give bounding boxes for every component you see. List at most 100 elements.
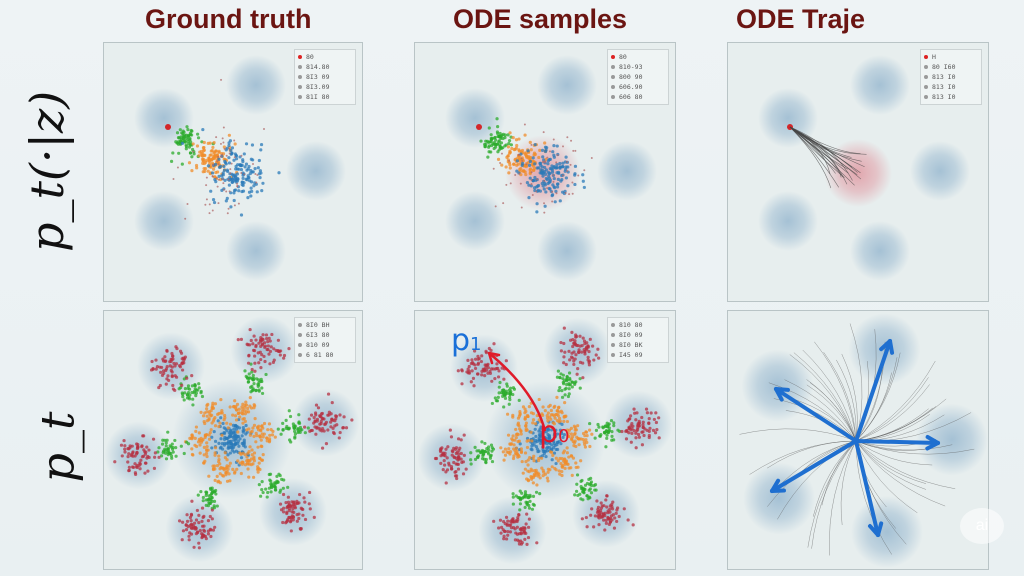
red-sample	[439, 461, 443, 465]
green-sample	[567, 392, 571, 396]
orange-sample	[204, 451, 209, 456]
orange-sample	[231, 467, 235, 472]
red-sample	[209, 528, 213, 532]
orange-sample	[225, 458, 229, 462]
red-sample	[248, 327, 252, 332]
blue-sample	[555, 144, 559, 148]
green-sample	[560, 389, 564, 393]
red-sample	[281, 492, 286, 497]
green-sample	[185, 393, 190, 397]
green-sample	[588, 421, 592, 426]
blue-sample	[546, 162, 550, 166]
orange-sample	[273, 435, 277, 439]
red-sample	[282, 356, 286, 360]
trajectory-line	[855, 440, 975, 455]
red-sample	[472, 384, 476, 388]
red-sample	[154, 358, 158, 362]
blue-sample	[206, 164, 211, 168]
red-sample	[308, 507, 312, 511]
red-sample	[502, 202, 505, 205]
red-sample	[473, 349, 477, 353]
red-sample	[257, 341, 261, 345]
blue-sample	[228, 451, 233, 455]
red-sample	[586, 344, 590, 348]
orange-sample	[200, 438, 204, 443]
red-sample	[233, 156, 236, 159]
blue-sample	[564, 165, 568, 169]
red-sample	[562, 355, 566, 359]
green-sample	[260, 386, 264, 390]
red-sample	[165, 364, 169, 369]
orange-sample	[511, 415, 515, 419]
green-sample	[281, 427, 285, 432]
orange-sample	[537, 397, 541, 402]
red-sample	[444, 481, 448, 485]
red-sample	[258, 350, 262, 354]
red-sample	[570, 139, 573, 142]
orange-sample	[529, 148, 533, 152]
red-sample	[341, 425, 346, 430]
red-sample	[570, 330, 574, 334]
trajectory-line	[789, 126, 853, 168]
blue-sample	[222, 168, 227, 172]
blue-sample	[201, 127, 205, 132]
red-sample	[542, 160, 545, 163]
red-sample	[630, 421, 634, 426]
red-sample	[500, 152, 503, 155]
legend-marker	[611, 85, 615, 89]
green-sample	[300, 428, 304, 432]
orange-sample	[545, 476, 550, 480]
orange-sample	[546, 419, 550, 423]
orange-sample	[220, 473, 224, 477]
trajectory-line	[855, 440, 927, 490]
green-sample	[291, 422, 295, 426]
legend-entry: H	[924, 52, 978, 62]
orange-sample	[526, 156, 530, 160]
red-sample	[172, 361, 176, 366]
green-sample	[473, 457, 478, 462]
red-sample	[265, 337, 269, 341]
orange-sample	[201, 161, 205, 165]
orange-sample	[506, 433, 511, 437]
orange-sample	[541, 405, 545, 409]
legend-top-mid: 80 810-93 800 90 606.90 606 80	[607, 49, 669, 105]
red-sample	[456, 467, 461, 471]
blue-sample	[535, 166, 539, 170]
blue-sample	[241, 189, 246, 193]
green-sample	[243, 369, 247, 373]
orange-sample	[219, 398, 223, 402]
green-sample	[480, 440, 484, 444]
red-sample	[220, 78, 223, 81]
orange-sample	[252, 475, 256, 479]
blue-sample	[546, 181, 550, 186]
orange-sample	[523, 133, 527, 137]
green-sample	[469, 458, 473, 462]
red-sample	[464, 467, 468, 471]
red-sample	[595, 499, 599, 503]
red-sample	[594, 353, 598, 357]
red-sample	[133, 471, 137, 475]
orange-sample	[559, 409, 563, 413]
red-sample	[180, 538, 184, 542]
blue-sample	[246, 176, 250, 180]
green-sample	[165, 438, 169, 442]
red-sample	[215, 177, 218, 180]
orange-sample	[537, 473, 541, 477]
blue-sample	[539, 168, 543, 172]
red-sample	[525, 542, 529, 546]
orange-sample	[194, 425, 199, 429]
red-sample	[211, 209, 214, 212]
blue-sample	[219, 437, 223, 441]
red-sample	[312, 416, 316, 420]
red-sample	[592, 358, 596, 362]
red-sample	[505, 523, 509, 527]
blue-sample	[239, 456, 244, 460]
red-sample	[149, 368, 154, 372]
trajectory-line	[855, 352, 901, 442]
blue-sample	[242, 152, 246, 156]
red-sample	[138, 467, 142, 471]
green-sample	[563, 379, 567, 383]
orange-sample	[583, 434, 587, 438]
orange-sample	[566, 462, 570, 466]
orange-sample	[193, 436, 197, 440]
